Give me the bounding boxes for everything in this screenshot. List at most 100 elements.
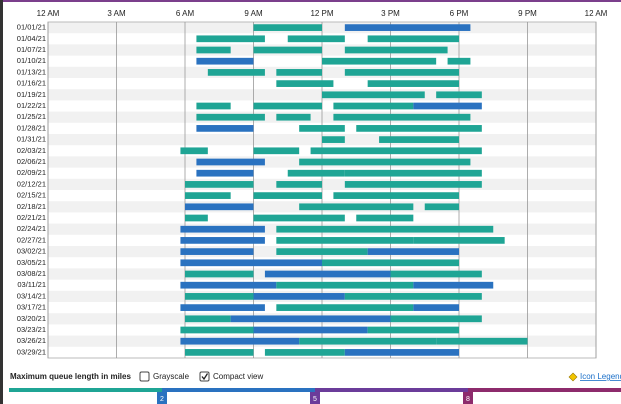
scale-tick-label: 5	[313, 396, 317, 403]
queue-bar	[333, 113, 471, 121]
queue-bar	[322, 57, 437, 65]
y-tick-label: 02/03/21	[17, 146, 46, 155]
y-tick-label: 01/10/21	[17, 56, 46, 65]
scale-marker	[157, 392, 167, 404]
y-tick-label: 02/09/21	[17, 168, 46, 177]
queue-bar	[390, 315, 482, 323]
icon-legend-icon[interactable]	[568, 372, 578, 382]
queue-bar	[413, 237, 505, 244]
queue-bar	[379, 136, 459, 143]
x-tick-label: 9 PM	[518, 9, 537, 18]
queue-bar	[356, 125, 482, 132]
y-tick-label: 02/12/21	[17, 179, 46, 188]
queue-bar	[344, 181, 482, 188]
x-tick-label: 6 AM	[176, 9, 195, 18]
queue-bar	[287, 169, 345, 177]
queue-bar	[185, 203, 254, 211]
queue-bar	[196, 169, 254, 177]
queue-bar	[356, 214, 414, 222]
queue-bar	[344, 349, 459, 356]
queue-bar	[299, 125, 345, 132]
scale-marker	[310, 392, 320, 404]
y-tick-label: 01/07/21	[17, 45, 46, 54]
y-tick-label: 01/04/21	[17, 34, 46, 43]
queue-bar	[196, 35, 265, 43]
queue-bar	[436, 91, 482, 99]
queue-bar	[390, 158, 471, 166]
queue-bar	[344, 46, 448, 54]
queue-bar	[207, 69, 265, 76]
compact-label[interactable]: Compact view	[213, 372, 263, 381]
scale-tick-label: 2	[160, 396, 164, 403]
queue-bar	[264, 349, 345, 356]
grayscale-checkbox[interactable]	[139, 371, 150, 382]
icon-legend-link[interactable]: Icon Legend	[580, 372, 621, 381]
y-tick-label: 02/24/21	[17, 224, 46, 233]
x-tick-label: 3 AM	[107, 9, 126, 18]
queue-bar	[253, 293, 345, 300]
y-tick-label: 02/06/21	[17, 157, 46, 166]
y-tick-label: 01/01/21	[17, 23, 46, 32]
scale-tick-label: 8	[466, 396, 470, 403]
y-tick-label: 03/14/21	[17, 291, 46, 300]
queue-bar	[185, 192, 231, 199]
queue-bar	[424, 203, 459, 211]
queue-bar	[276, 281, 414, 289]
scale-band	[162, 388, 315, 392]
plot-area: 01/01/21 01/04/21 01/07/21 01/10/21 01/13/21…	[17, 9, 608, 359]
queue-bar	[196, 158, 265, 166]
x-tick-label: 12 AM	[585, 9, 608, 18]
queue-bar	[333, 102, 414, 110]
y-tick-label: 03/17/21	[17, 303, 46, 312]
y-tick-label: 02/15/21	[17, 191, 46, 200]
y-tick-label: 01/25/21	[17, 112, 46, 121]
scale-band	[315, 388, 468, 392]
queue-bar	[253, 102, 322, 110]
queue-bar	[185, 214, 208, 222]
queue-bar	[390, 270, 482, 278]
queue-bar	[276, 113, 311, 121]
queue-bar	[344, 24, 471, 31]
y-tick-label: 03/05/21	[17, 258, 46, 267]
queue-bar	[447, 57, 471, 65]
y-tick-label: 03/20/21	[17, 314, 46, 323]
queue-bar	[299, 158, 391, 166]
queue-bar	[276, 225, 391, 233]
scale-marker	[463, 392, 473, 404]
y-tick-label: 03/29/21	[17, 347, 46, 356]
queue-bar	[253, 214, 345, 222]
queue-bar	[276, 237, 414, 244]
queue-bar	[344, 69, 459, 76]
queue-bar	[196, 57, 254, 65]
x-tick-label: 12 PM	[310, 9, 333, 18]
queue-bar	[253, 24, 322, 31]
queue-bar	[230, 315, 391, 323]
y-tick-label: 03/23/21	[17, 325, 46, 334]
check-mark	[201, 373, 209, 381]
x-tick-label: 9 AM	[244, 9, 263, 18]
queue-bar	[344, 169, 482, 177]
queue-bar	[299, 337, 437, 345]
y-tick-label: 01/28/21	[17, 123, 46, 132]
queue-bar	[196, 46, 231, 54]
queue-bar	[185, 293, 254, 300]
queue-bar	[180, 225, 265, 233]
queue-bar	[253, 192, 322, 199]
queue-bar	[276, 304, 414, 311]
scale-band	[468, 388, 621, 392]
color-scale: 2 5 8	[9, 388, 621, 404]
grayscale-label[interactable]: Grayscale	[153, 372, 190, 381]
queue-bar	[322, 259, 459, 267]
queue-bar	[196, 125, 254, 132]
queue-bar	[310, 147, 482, 155]
compact-checkbox[interactable]	[199, 371, 210, 382]
queue-bar	[185, 270, 254, 278]
queue-bar	[180, 259, 322, 267]
queue-bar	[367, 80, 459, 87]
queue-bar	[367, 35, 459, 43]
y-tick-label: 01/19/21	[17, 90, 46, 99]
queue-bar	[180, 237, 265, 244]
queue-bar	[253, 147, 300, 155]
y-tick-label: 02/18/21	[17, 202, 46, 211]
y-tick-label: 03/11/21	[17, 280, 46, 289]
